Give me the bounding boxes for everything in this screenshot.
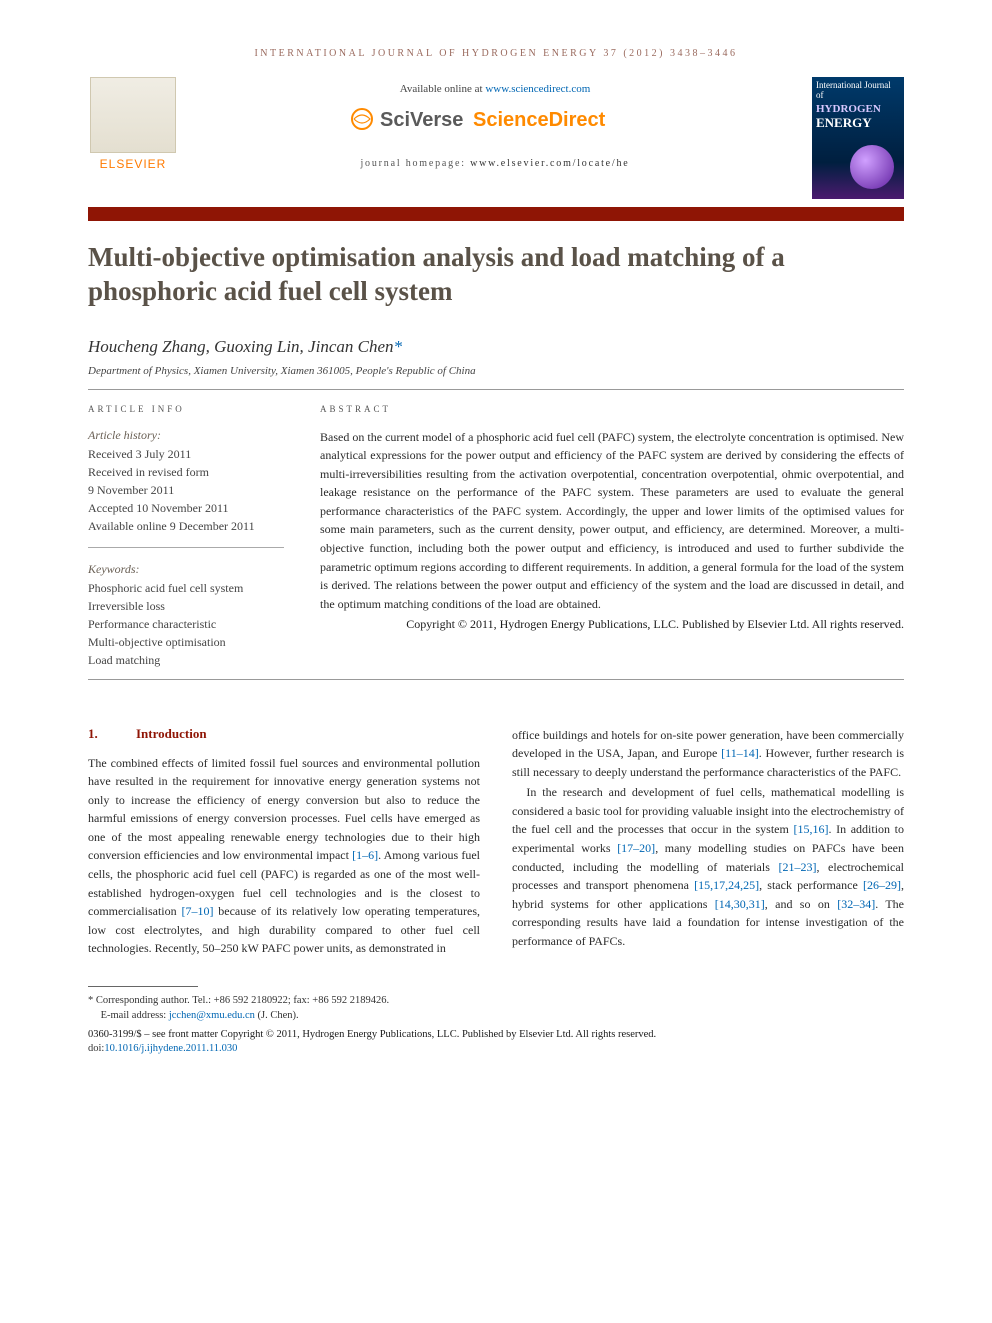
divider bbox=[88, 389, 904, 390]
doi-line: doi:10.1016/j.ijhydene.2011.11.030 bbox=[88, 1043, 904, 1054]
journal-running-head: INTERNATIONAL JOURNAL OF HYDROGEN ENERGY… bbox=[88, 48, 904, 59]
article-title: Multi-objective optimisation analysis an… bbox=[88, 241, 904, 309]
keyword: Load matching bbox=[88, 651, 284, 669]
svg-text:SciVerse: SciVerse bbox=[380, 109, 463, 131]
citation-link[interactable]: [32–34] bbox=[837, 897, 875, 911]
citation-link[interactable]: [17–20] bbox=[617, 841, 655, 855]
email-suffix: (J. Chen). bbox=[255, 1010, 299, 1021]
keyword: Phosphoric acid fuel cell system bbox=[88, 579, 284, 597]
history-item: 9 November 2011 bbox=[88, 481, 284, 499]
body-columns: 1.Introduction The combined effects of l… bbox=[88, 726, 904, 959]
email-link[interactable]: jcchen@xmu.edu.cn bbox=[169, 1010, 255, 1021]
journal-homepage-line: journal homepage: www.elsevier.com/locat… bbox=[196, 158, 794, 169]
keywords-label: Keywords: bbox=[88, 562, 284, 577]
section-heading: 1.Introduction bbox=[88, 726, 480, 742]
article-info-label: ARTICLE INFO bbox=[88, 404, 284, 414]
keyword: Multi-objective optimisation bbox=[88, 633, 284, 651]
email-label: E-mail address: bbox=[101, 1010, 169, 1021]
history-item: Available online 9 December 2011 bbox=[88, 517, 284, 535]
cover-hydrogen: HYDROGEN bbox=[816, 103, 900, 115]
publisher-name: ELSEVIER bbox=[100, 157, 167, 171]
homepage-prefix: journal homepage: bbox=[360, 158, 470, 169]
doi-prefix: doi: bbox=[88, 1043, 104, 1054]
author-list: Houcheng Zhang, Guoxing Lin, Jincan Chen… bbox=[88, 337, 904, 357]
publisher-logo: ELSEVIER bbox=[88, 77, 178, 177]
body-col-left: 1.Introduction The combined effects of l… bbox=[88, 726, 480, 959]
section-title: Introduction bbox=[136, 726, 207, 741]
info-abstract-row: ARTICLE INFO Article history: Received 3… bbox=[88, 404, 904, 669]
cover-energy: ENERGY bbox=[816, 115, 900, 131]
availability-block: Available online at www.sciencedirect.co… bbox=[196, 77, 794, 169]
front-matter-line: 0360-3199/$ – see front matter Copyright… bbox=[88, 1027, 904, 1042]
cover-orb-icon bbox=[850, 145, 894, 189]
abstract-label: ABSTRACT bbox=[320, 404, 904, 414]
history-label: Article history: bbox=[88, 428, 284, 443]
citation-link[interactable]: [7–10] bbox=[181, 904, 213, 918]
masthead: ELSEVIER Available online at www.science… bbox=[88, 77, 904, 199]
citation-link[interactable]: [15,16] bbox=[793, 822, 828, 836]
corresponding-marker: * bbox=[394, 337, 403, 356]
sciencedirect-link[interactable]: www.sciencedirect.com bbox=[485, 83, 590, 95]
authors-names: Houcheng Zhang, Guoxing Lin, Jincan Chen bbox=[88, 337, 394, 356]
elsevier-tree-icon bbox=[90, 77, 176, 153]
citation-link[interactable]: [11–14] bbox=[721, 746, 759, 760]
citation-link[interactable]: [15,17,24,25] bbox=[694, 878, 759, 892]
abstract-col: ABSTRACT Based on the current model of a… bbox=[320, 404, 904, 669]
citation-link[interactable]: [14,30,31] bbox=[715, 897, 765, 911]
history-item: Received 3 July 2011 bbox=[88, 445, 284, 463]
body-paragraph: The combined effects of limited fossil f… bbox=[88, 754, 480, 959]
affiliation: Department of Physics, Xiamen University… bbox=[88, 365, 904, 377]
history-item: Accepted 10 November 2011 bbox=[88, 499, 284, 517]
abstract-copyright: Copyright © 2011, Hydrogen Energy Public… bbox=[320, 615, 904, 634]
divider bbox=[88, 679, 904, 680]
article-info-col: ARTICLE INFO Article history: Received 3… bbox=[88, 404, 284, 669]
info-divider bbox=[88, 547, 284, 548]
text-run: The combined effects of limited fossil f… bbox=[88, 756, 480, 863]
keyword: Performance characteristic bbox=[88, 615, 284, 633]
availability-line: Available online at www.sciencedirect.co… bbox=[196, 83, 794, 95]
abstract-text: Based on the current model of a phosphor… bbox=[320, 428, 904, 614]
availability-prefix: Available online at bbox=[400, 83, 486, 95]
section-number: 1. bbox=[88, 726, 136, 742]
citation-link[interactable]: [1–6] bbox=[352, 848, 378, 862]
body-paragraph: office buildings and hotels for on-site … bbox=[512, 726, 904, 782]
citation-link[interactable]: [26–29] bbox=[863, 878, 901, 892]
text-run: , stack performance bbox=[759, 878, 863, 892]
footnote-rule bbox=[88, 986, 198, 987]
body-col-right: office buildings and hotels for on-site … bbox=[512, 726, 904, 959]
journal-cover-thumbnail: International Journal of HYDROGEN ENERGY bbox=[812, 77, 904, 199]
keyword: Irreversible loss bbox=[88, 597, 284, 615]
history-item: Received in revised form bbox=[88, 463, 284, 481]
cover-journal-line: International Journal of bbox=[816, 81, 900, 101]
citation-link[interactable]: [21–23] bbox=[778, 860, 816, 874]
corresponding-author-footnote: * Corresponding author. Tel.: +86 592 21… bbox=[88, 993, 904, 1008]
text-run: , and so on bbox=[765, 897, 837, 911]
email-footnote: E-mail address: jcchen@xmu.edu.cn (J. Ch… bbox=[88, 1008, 904, 1023]
body-paragraph: In the research and development of fuel … bbox=[512, 783, 904, 950]
title-rule bbox=[88, 207, 904, 221]
svg-text:ScienceDirect: ScienceDirect bbox=[473, 109, 606, 131]
doi-link[interactable]: 10.1016/j.ijhydene.2011.11.030 bbox=[104, 1043, 237, 1054]
sciverse-logo: SciVerse ScienceDirect bbox=[196, 105, 794, 138]
homepage-link[interactable]: www.elsevier.com/locate/he bbox=[470, 158, 629, 169]
